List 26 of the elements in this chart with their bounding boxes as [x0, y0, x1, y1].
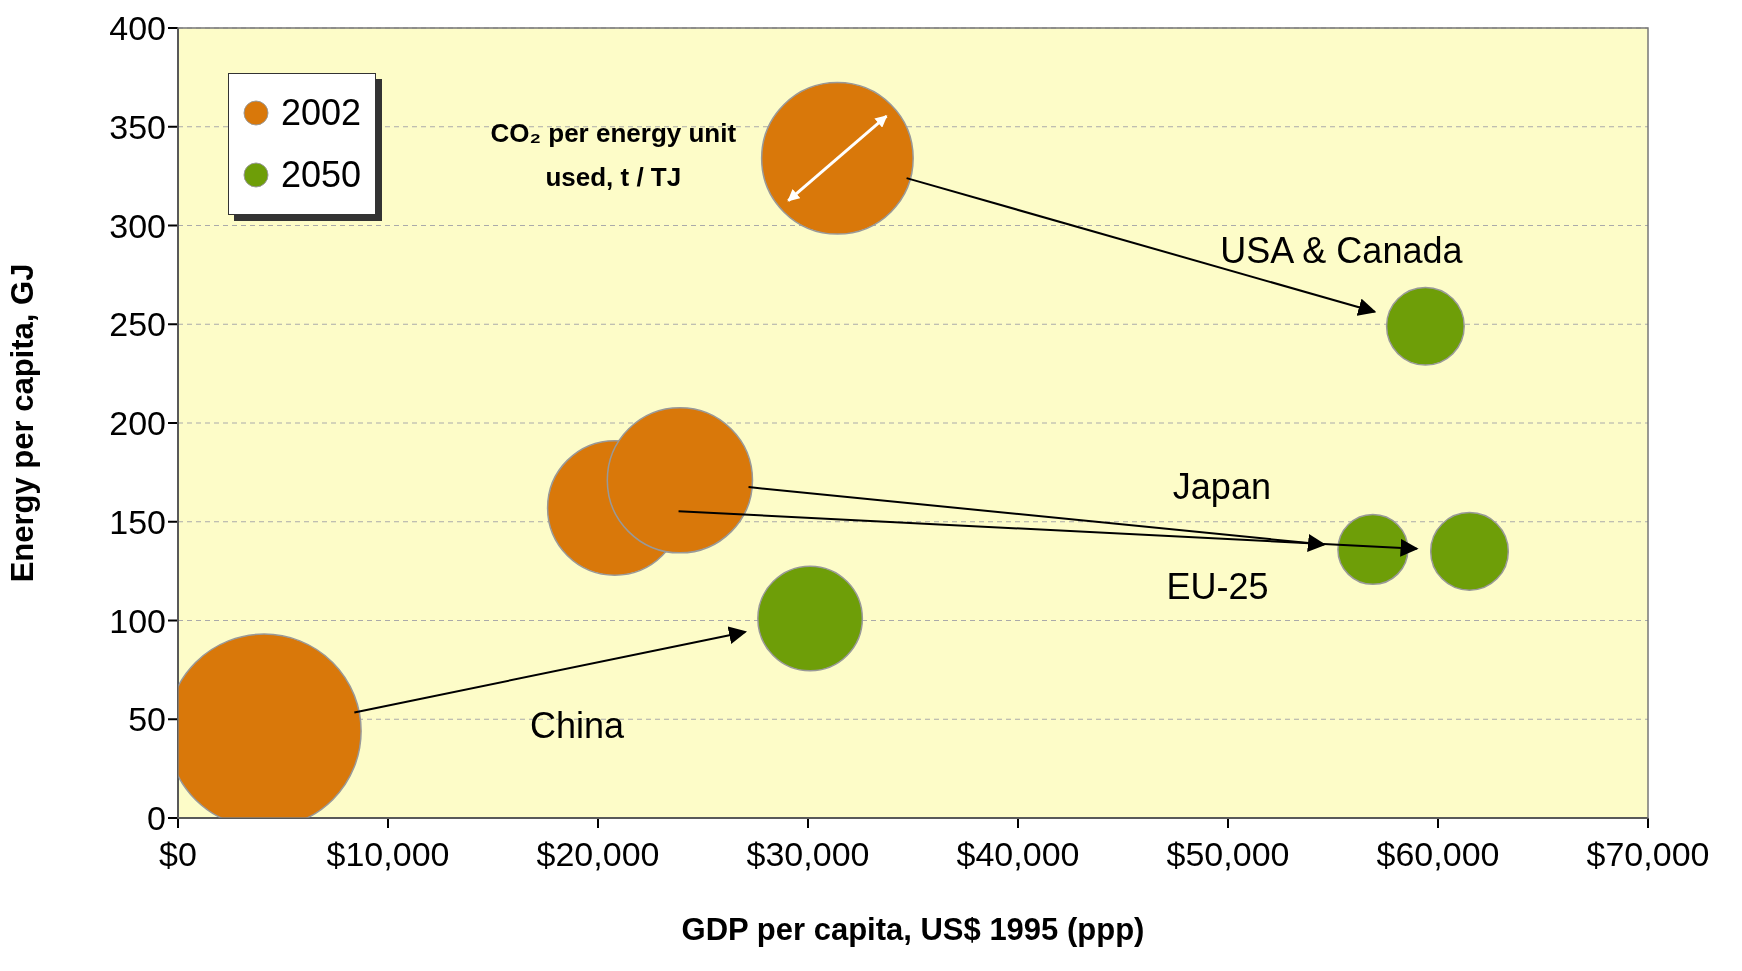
y-tick-label: 0 [147, 799, 166, 838]
legend-label: 2050 [281, 153, 362, 197]
x-tick-label: $40,000 [956, 835, 1080, 874]
y-axis-title: Energy per capita, GJ [5, 263, 41, 583]
x-tick-label: $10,000 [326, 835, 450, 874]
annotation: China [530, 705, 626, 747]
y-tick-label: 150 [109, 502, 166, 541]
x-tick-label: $50,000 [1166, 835, 1290, 874]
legend-label: 2002 [281, 91, 362, 135]
y-tick-label: 50 [128, 700, 166, 739]
y-tick-label: 300 [109, 206, 166, 245]
y-tick-label: 250 [109, 305, 166, 344]
y-tick-label: 400 [109, 9, 166, 48]
annotation: CO₂ per energy unit used, t / TJ [489, 117, 738, 195]
x-tick-label: $70,000 [1586, 835, 1710, 874]
annotation: Japan [1172, 465, 1271, 507]
x-tick-label: $60,000 [1376, 835, 1500, 874]
x-tick-label: $20,000 [536, 835, 660, 874]
x-tick-label: $0 [159, 835, 197, 874]
y-tick-label: 350 [109, 107, 166, 146]
x-tick-label: $30,000 [746, 835, 870, 874]
annotation: USA & Canada [1220, 229, 1464, 271]
y-tick-label: 200 [109, 404, 166, 443]
annotation: EU-25 [1166, 565, 1269, 607]
y-tick-label: 100 [109, 601, 166, 640]
x-axis-title: GDP per capita, US$ 1995 (ppp) [681, 912, 1145, 947]
